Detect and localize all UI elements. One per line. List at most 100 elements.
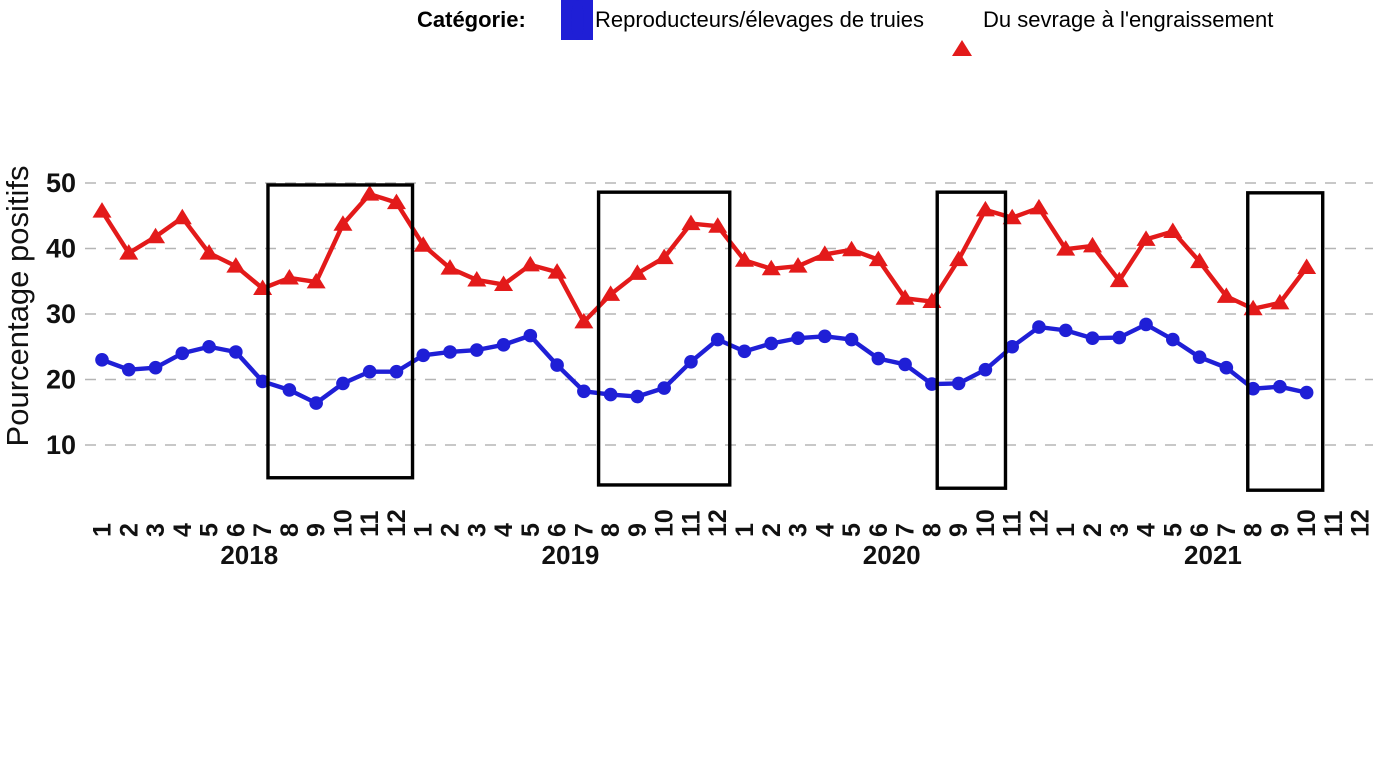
highlight-boxes [266,183,1325,492]
year-label-2019: 2019 [542,540,600,570]
legend-title: Catégorie: [417,7,526,32]
data-point-circle [657,381,671,395]
data-point-triangle [440,259,460,275]
data-point-triangle [119,244,139,260]
data-point-circle [1299,385,1314,400]
data-point-circle [978,362,993,377]
month-tick-2020-1: 1 [731,523,759,537]
blue-line-marker-icon [561,0,593,40]
month-tick-2018-3: 3 [142,523,170,537]
legend-item-reproducteurs: Reproducteurs/élevages de truies [595,7,924,32]
month-tick-2018-12: 12 [383,509,411,537]
month-tick-2019-3: 3 [463,523,491,537]
data-point-triangle [868,250,888,267]
month-tick-2018-6: 6 [222,523,250,537]
data-point-triangle [949,250,969,267]
month-tick-2020-12: 12 [1025,509,1053,537]
data-point-circle [791,331,805,346]
data-point-triangle [654,248,674,265]
data-point-circle [496,337,511,352]
month-tick-2019-9: 9 [624,523,652,537]
data-point-circle [1166,332,1180,347]
data-point-triangle [172,208,192,225]
data-point-triangle [1163,222,1183,238]
data-point-circle [202,339,216,354]
data-point-triangle [279,268,299,285]
month-tick-2020-4: 4 [811,523,839,537]
data-point-triangle [601,285,621,301]
y-tick-label-30: 30 [46,299,76,329]
y-tick-label-10: 10 [46,430,76,460]
data-point-triangle [815,245,835,261]
data-point-triangle [547,263,567,279]
year-labels: 2018 2019 2020 2021 [220,540,1242,570]
month-tick-2018-11: 11 [356,510,384,537]
month-tick-2021-4: 4 [1133,523,1161,537]
data-point-triangle [306,272,326,289]
data-point-circle [175,346,190,361]
data-point-circle [550,358,564,372]
data-point-circle [951,376,966,391]
y-axis-title: Pourcentage positifs [0,166,35,447]
month-tick-2021-12: 12 [1347,509,1375,537]
data-point-triangle [92,202,112,218]
year-label-2020: 2020 [863,540,921,570]
data-point-circle [416,348,431,363]
blue-circle-marker-icon [571,0,584,40]
series-reproducteurs [95,317,1314,410]
month-tick-2020-7: 7 [892,523,920,537]
data-point-triangle [146,227,166,244]
data-point-triangle [494,275,514,292]
data-point-circle [229,345,243,359]
series-sevrage [92,185,1317,329]
data-point-triangle [199,244,219,260]
data-point-triangle [1270,293,1290,310]
data-point-circle [1032,320,1046,334]
data-point-circle [925,377,939,391]
data-point-circle [1246,381,1260,396]
month-tick-2021-10: 10 [1293,509,1321,537]
data-point-circle [684,355,698,369]
data-point-triangle [1029,198,1049,215]
series-line [101,322,1308,406]
month-tick-2018-9: 9 [303,523,331,537]
year-label-2018: 2018 [220,540,278,570]
y-axis-tick-labels: 10 20 30 40 50 [46,168,76,460]
highlight-box-2 [935,190,1008,490]
data-point-circle [817,329,832,344]
data-point-circle [95,353,109,367]
month-tick-2018-7: 7 [249,523,277,537]
month-tick-2020-5: 5 [838,523,866,537]
y-tick-label-40: 40 [46,234,76,264]
month-tick-2019-7: 7 [570,523,598,537]
data-point-circle [148,360,163,375]
month-tick-2020-3: 3 [785,523,813,537]
highlight-box-0 [266,183,415,480]
data-point-circle [898,357,912,372]
month-tick-2019-1: 1 [410,523,438,537]
month-tick-2018-8: 8 [276,523,304,537]
month-tick-2021-1: 1 [1052,523,1080,537]
data-point-triangle [1297,258,1317,274]
data-point-triangle [734,251,754,267]
data-point-circle [1058,323,1073,338]
month-tick-2019-10: 10 [651,509,679,537]
month-tick-2018-2: 2 [115,523,143,537]
highlight-box-3 [1246,191,1325,492]
data-point-triangle [574,312,594,329]
data-point-triangle [226,257,246,273]
month-tick-labels: 1234567891011121234567891011121234567891… [89,509,1375,537]
data-point-circle [577,384,591,399]
month-tick-2021-11: 11 [1320,510,1348,537]
month-tick-2021-3: 3 [1106,523,1134,537]
series-line [100,191,1309,325]
month-tick-2020-8: 8 [918,523,946,537]
data-point-triangle [1136,230,1156,246]
month-tick-2019-11: 11 [677,510,705,537]
month-tick-2018-5: 5 [196,523,224,537]
month-tick-2019-6: 6 [544,523,572,537]
month-tick-2019-2: 2 [437,523,465,537]
highlight-box-1 [596,190,732,487]
